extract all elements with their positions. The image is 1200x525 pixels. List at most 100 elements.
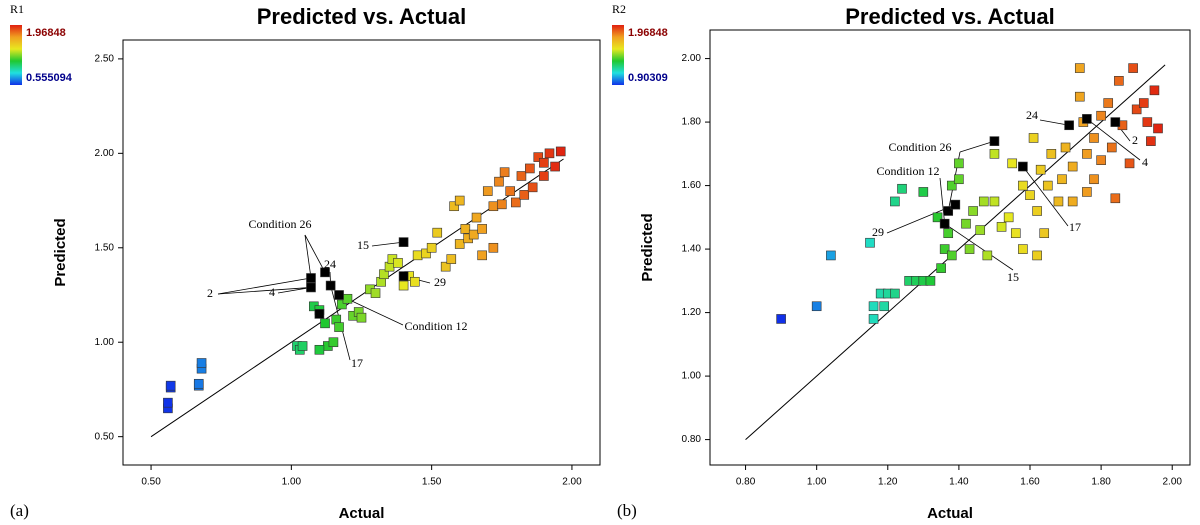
data-point — [989, 136, 1000, 146]
data-point — [982, 250, 993, 261]
leader-line — [1022, 166, 1069, 227]
y-tick-label: 2.00 — [682, 53, 702, 64]
data-point — [468, 229, 479, 240]
data-point — [811, 301, 822, 312]
annotation: 24 — [324, 257, 336, 271]
y-tick-label: 1.40 — [682, 244, 702, 255]
x-tick-label: 1.40 — [949, 477, 969, 488]
x-axis-title: Actual — [339, 505, 385, 522]
data-point — [1053, 196, 1064, 207]
data-point — [342, 293, 353, 304]
data-point — [936, 263, 946, 273]
data-point — [1010, 228, 1021, 239]
data-point — [1146, 136, 1156, 146]
data-point — [776, 314, 786, 324]
data-point — [379, 269, 389, 280]
data-point — [1018, 180, 1028, 191]
data-point — [961, 218, 971, 229]
data-point — [398, 237, 409, 247]
data-point — [306, 282, 316, 293]
data-point — [1003, 212, 1014, 223]
data-point — [314, 309, 325, 319]
data-point — [505, 186, 516, 196]
leader-line — [939, 177, 946, 224]
y-tick-label: 1.50 — [95, 242, 115, 253]
leader-line — [1039, 119, 1070, 126]
data-point — [1018, 161, 1028, 172]
data-point — [950, 199, 961, 210]
data-point — [1103, 98, 1114, 108]
data-point — [1153, 123, 1163, 134]
data-point — [165, 380, 176, 391]
data-point — [1096, 110, 1106, 121]
data-point — [968, 206, 978, 216]
annotation: 4 — [1142, 155, 1148, 169]
data-point — [946, 250, 957, 261]
data-point — [1128, 63, 1138, 73]
data-point — [471, 212, 482, 223]
chart-panel: Predicted vs. Actual Actual Predicted (a) 0.… — [10, 2, 601, 522]
data-point — [1074, 63, 1085, 73]
annotation: 29 — [872, 225, 884, 239]
data-point — [1074, 91, 1085, 102]
data-point — [454, 195, 465, 206]
x-tick-label: 2.00 — [1162, 477, 1182, 488]
data-point — [193, 378, 204, 389]
data-point — [446, 254, 457, 264]
y-axis-title: Predicted — [52, 218, 69, 286]
data-point — [1057, 174, 1067, 185]
data-point — [897, 183, 907, 194]
annotation: Condition 26 — [888, 140, 951, 154]
data-point — [1106, 142, 1117, 153]
data-point — [879, 301, 890, 312]
leader-line — [217, 287, 312, 295]
x-tick-label: 1.80 — [1091, 477, 1111, 488]
data-point — [1035, 164, 1046, 175]
data-point — [1060, 142, 1071, 153]
data-point — [454, 239, 465, 249]
y-tick-label: 2.00 — [95, 148, 115, 159]
data-point — [890, 196, 900, 207]
panel-label: (a) — [10, 501, 29, 520]
data-point — [449, 201, 459, 212]
data-point — [946, 180, 957, 191]
annotation: 29 — [434, 275, 446, 289]
data-point — [943, 228, 954, 239]
x-tick-label: 0.80 — [736, 477, 756, 488]
legend-min: 0.90309 — [628, 72, 668, 84]
data-point — [320, 267, 330, 278]
data-point — [555, 146, 566, 157]
x-tick-label: 0.50 — [141, 477, 161, 488]
data-point — [320, 318, 330, 329]
x-tick-label: 2.00 — [562, 477, 582, 488]
data-point — [954, 174, 964, 185]
data-point — [314, 344, 325, 355]
annotation: Condition 12 — [404, 319, 467, 333]
y-tick-label: 1.60 — [682, 180, 702, 191]
leader-line — [1086, 118, 1141, 161]
data-point — [539, 157, 549, 168]
annotation: 24 — [1026, 108, 1038, 122]
data-point — [533, 152, 544, 162]
legend-bar — [10, 25, 22, 85]
data-point — [488, 201, 499, 212]
annotation: 2 — [207, 286, 213, 300]
data-point — [306, 273, 316, 283]
data-point — [334, 322, 344, 332]
data-point — [826, 250, 836, 261]
x-tick-label: 1.60 — [1020, 477, 1040, 488]
data-point — [865, 237, 875, 248]
data-point — [196, 358, 207, 368]
data-point — [989, 196, 1000, 207]
data-point — [426, 242, 437, 253]
data-point — [868, 314, 879, 324]
y-tick-label: 2.50 — [95, 54, 115, 65]
x-axis-title: Actual — [927, 505, 973, 522]
leader-line — [304, 234, 326, 273]
data-point — [978, 196, 989, 207]
y-axis-title: Predicted — [639, 213, 656, 281]
data-point — [954, 158, 964, 169]
data-point — [1114, 76, 1124, 86]
data-point — [918, 187, 929, 197]
